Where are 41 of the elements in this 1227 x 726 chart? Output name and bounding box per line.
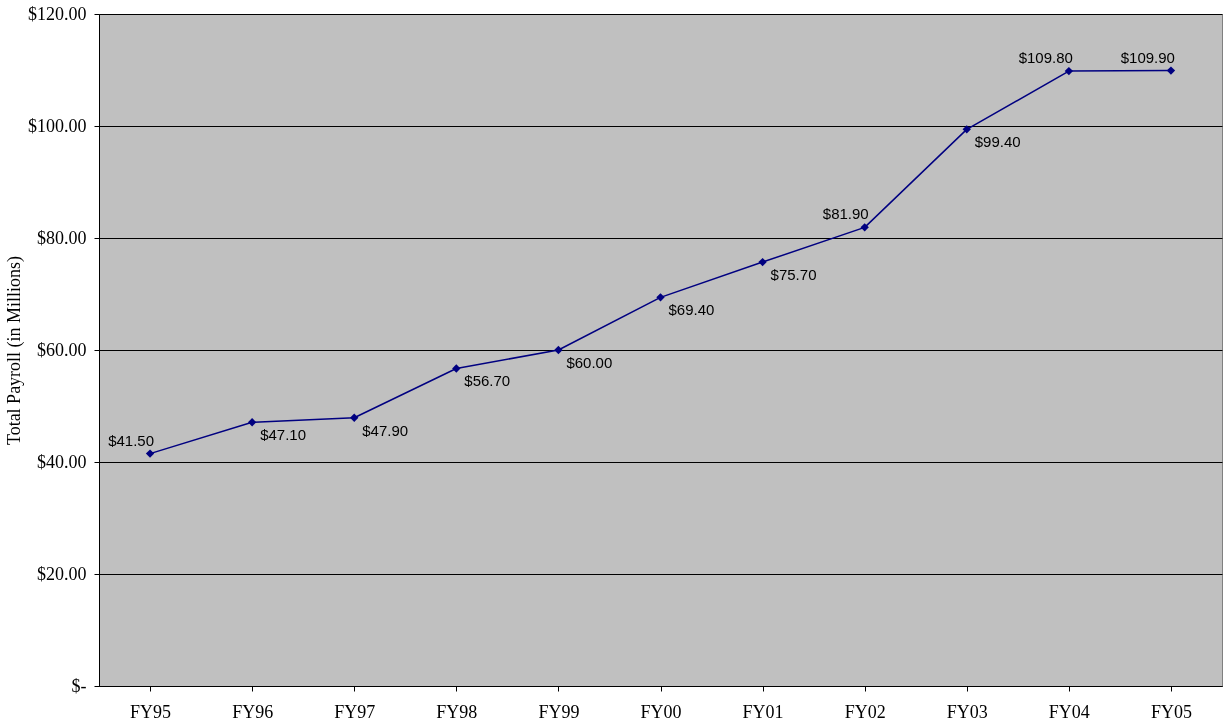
y-tick-label: $80.00 [37, 227, 87, 248]
point [247, 418, 257, 427]
x-tick-label: FY98 [436, 701, 478, 722]
point [350, 413, 359, 422]
data-label: $56.70 [464, 372, 511, 390]
point [452, 364, 461, 373]
x-tick-label: FY95 [130, 701, 172, 722]
point [860, 223, 869, 232]
x-tick-label: FY01 [742, 701, 784, 722]
x-tick-label: FY99 [538, 701, 580, 722]
y-tick-label: $- [71, 675, 87, 696]
y-tick-label: $120.00 [28, 3, 87, 24]
x-tick-label: FY00 [640, 701, 682, 722]
data-label: $47.90 [362, 421, 409, 439]
data-label: $41.50 [108, 431, 155, 449]
point [758, 257, 767, 267]
point [1166, 66, 1176, 75]
point [962, 125, 971, 134]
y-tick-label: $40.00 [37, 451, 87, 472]
data-label: $47.10 [260, 426, 307, 444]
y-tick-label: $20.00 [37, 563, 87, 584]
x-tick-label: FY97 [334, 701, 376, 722]
point [145, 449, 155, 458]
data-label: $81.90 [822, 205, 869, 223]
data-label: $109.80 [1018, 49, 1073, 67]
data-label: $69.40 [668, 301, 715, 319]
x-tick-label: FY96 [232, 701, 274, 722]
data-label: $75.70 [770, 266, 817, 284]
x-tick-label: FY05 [1150, 701, 1192, 722]
data-label: $60.00 [566, 354, 613, 371]
y-tick-label: $60.00 [37, 339, 87, 360]
point [1064, 66, 1074, 76]
y-tick-label: $100.00 [28, 115, 87, 136]
data-label: $99.40 [974, 133, 1021, 151]
data-label: $109.90 [1120, 48, 1175, 66]
point [554, 345, 563, 355]
point [656, 293, 665, 302]
x-tick-label: FY04 [1048, 701, 1090, 722]
y-axis-title: Total Payroll (in Millions) [4, 255, 25, 446]
x-tick-label: FY02 [844, 701, 886, 722]
x-tick-label: FY03 [946, 701, 988, 722]
